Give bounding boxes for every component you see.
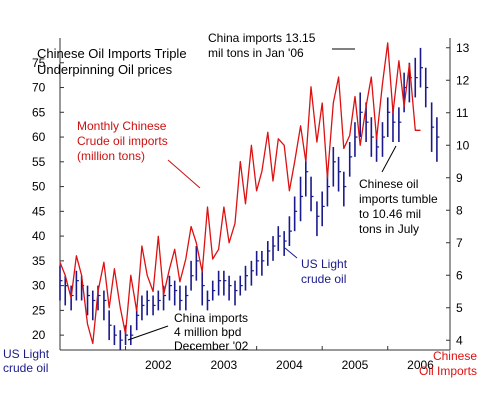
- annotation-tumble-line-3: to 10.46 mil: [359, 207, 421, 221]
- left-tick-label: 50: [32, 180, 46, 194]
- annotation-china-jan06-line-2: mil tons in Jan '06: [208, 46, 304, 60]
- annotation-tumble-line-1: Chinese oil: [359, 177, 418, 191]
- annotation-us-light-line-2: crude oil: [301, 272, 346, 286]
- right-tick-label: 6: [456, 268, 463, 282]
- annotation-tumble-pointer: [381, 145, 397, 173]
- left-tick-label: 30: [32, 279, 46, 293]
- imports-polyline: [59, 42, 421, 345]
- right-tick-label: 4: [456, 333, 463, 347]
- annotation-china-jan06-line-1: China imports 13.15: [208, 31, 316, 45]
- left-axis-ticks: 20 25 30 35 40 45 50 55 60 65 70 75: [32, 56, 64, 342]
- right-tick-label: 8: [456, 203, 463, 217]
- right-axis-label-line-2: Oil Imports: [419, 364, 477, 378]
- annotation-tumble-line-2: imports tumble: [359, 192, 438, 206]
- left-tick-label: 20: [32, 328, 46, 342]
- x-tick-label: 2005: [342, 358, 369, 372]
- right-tick-label: 9: [456, 171, 463, 185]
- right-tick-label: 7: [456, 236, 463, 250]
- annotation-china-dec02-line-1: China imports: [174, 311, 248, 325]
- right-tick-label: 12: [456, 73, 470, 87]
- left-tick-label: 40: [32, 229, 46, 243]
- x-tick-label: 2002: [145, 358, 172, 372]
- right-tick-label: 11: [456, 106, 469, 120]
- annotation-monthly-line-2: Crude oil imports: [77, 134, 168, 148]
- x-tick-label: 2004: [276, 358, 303, 372]
- annotation-china-dec02-line-2: 4 million bpd: [174, 325, 241, 339]
- left-tick-label: 45: [32, 204, 46, 218]
- right-tick-label: 13: [456, 41, 470, 55]
- left-axis-label-line-2: crude oil: [3, 361, 48, 375]
- annotation-monthly-pointer: [167, 159, 201, 189]
- x-tick-label: 2003: [211, 358, 238, 372]
- left-tick-label: 65: [32, 105, 46, 119]
- annotation-tumble-line-4: tons in July: [359, 222, 419, 236]
- left-axis-label-line-1: US Light: [3, 347, 50, 361]
- chart-title-line-2: Underpinning Oil prices: [37, 62, 173, 77]
- right-tick-label: 10: [456, 138, 470, 152]
- right-axis-label-line-1: Chinese: [433, 349, 477, 363]
- right-axis-ticks: 4 5 6 7 8 9 10 11 12 13: [446, 41, 470, 347]
- chart-title-line-1: Chinese Oil Imports Triple: [37, 46, 187, 61]
- right-tick-label: 5: [456, 301, 463, 315]
- left-tick-label: 25: [32, 303, 46, 317]
- left-tick-label: 70: [32, 81, 46, 95]
- left-tick-label: 35: [32, 254, 46, 268]
- left-tick-label: 60: [32, 130, 46, 144]
- x-axis-ticks: 2002 2003 2004 2005 2006: [125, 346, 434, 372]
- left-tick-label: 55: [32, 155, 46, 169]
- annotation-us-light-line-1: US Light: [301, 257, 348, 271]
- annotation-us-light-pointer: [284, 247, 298, 259]
- left-tick-label: 75: [32, 56, 46, 70]
- x-tick-label: 2006: [407, 358, 434, 372]
- annotation-monthly-line-3: (million tons): [77, 149, 145, 163]
- annotation-monthly-line-1: Monthly Chinese: [77, 119, 167, 133]
- annotation-china-dec02-line-3: December '02: [174, 339, 249, 353]
- annotation-china-dec02-pointer: [127, 325, 169, 341]
- chinese-imports-line: [59, 42, 421, 345]
